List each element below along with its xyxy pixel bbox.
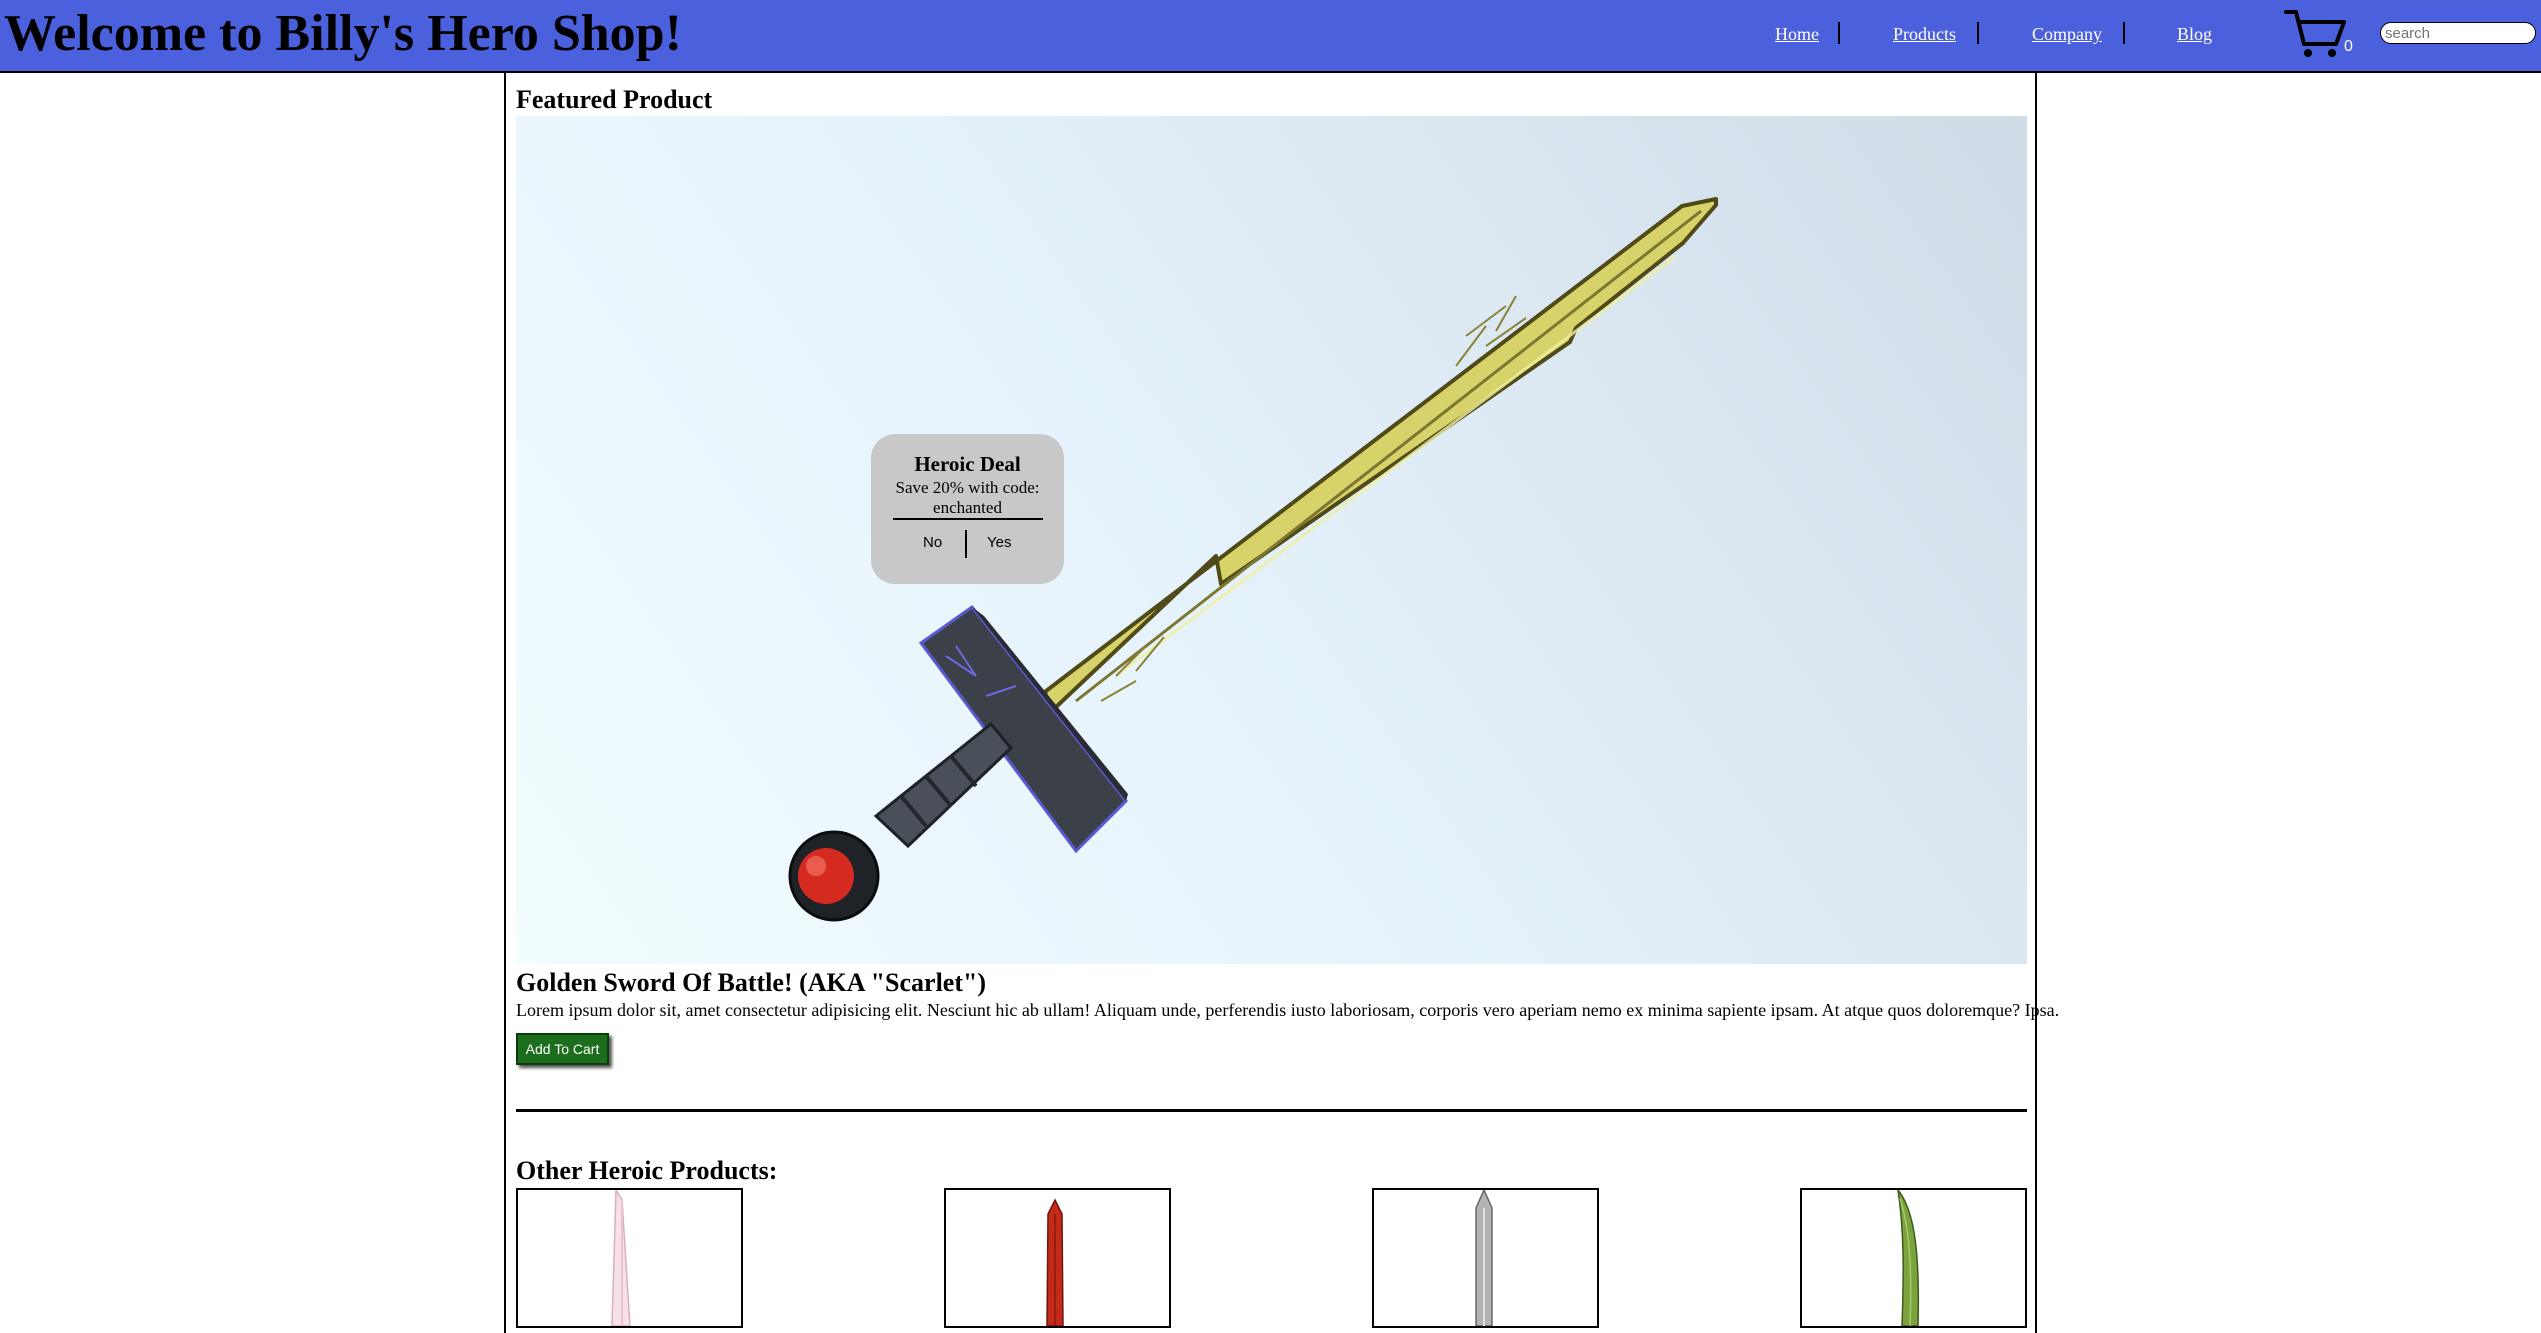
popup-yes-button[interactable]: Yes (987, 534, 1012, 551)
pink-sword-icon (611, 1190, 631, 1326)
popup-divider (893, 518, 1043, 520)
site-title: Welcome to Billy's Hero Shop! (4, 5, 682, 62)
other-products-heading: Other Heroic Products: (516, 1156, 778, 1185)
popup-message: Save 20% with code: enchanted (895, 478, 1040, 517)
nav-home-link[interactable]: Home (1775, 24, 1819, 44)
sword-grip (873, 721, 1014, 849)
top-bar: Welcome to Billy's Hero Shop! Home Produ… (0, 0, 2541, 73)
green-blade-icon (1897, 1190, 1920, 1326)
popup-button-separator (965, 530, 967, 558)
section-divider (516, 1109, 2027, 1112)
deal-popup: Heroic Deal Save 20% with code: enchante… (871, 434, 1064, 584)
sword-crossguard (918, 604, 1129, 854)
product-thumbnail-card[interactable] (1372, 1188, 1599, 1328)
sword-pommel (788, 830, 880, 922)
product-thumbnail-card[interactable] (944, 1188, 1171, 1328)
product-title: Golden Sword Of Battle! (AKA "Scarlet") (516, 968, 987, 997)
add-to-cart-button[interactable]: Add To Cart (516, 1033, 609, 1065)
nav-products-link[interactable]: Products (1893, 24, 1956, 44)
shopping-cart-icon[interactable] (2284, 8, 2348, 60)
sword-blade (1036, 197, 1718, 726)
product-thumbnail-card[interactable] (516, 1188, 743, 1328)
popup-title: Heroic Deal (914, 452, 1021, 476)
nav-separator (2123, 22, 2125, 44)
popup-no-button[interactable]: No (923, 534, 943, 551)
red-sword-icon (1046, 1198, 1064, 1326)
nav-separator (1838, 22, 1840, 44)
nav-blog-link[interactable]: Blog (2177, 24, 2213, 44)
nav-separator (1977, 22, 1979, 44)
product-thumbnail-card[interactable] (1800, 1188, 2027, 1328)
main-content-frame (504, 73, 2037, 1333)
search-input[interactable] (2380, 22, 2536, 44)
featured-heading: Featured Product (516, 85, 713, 114)
cart-count: 0 (2344, 38, 2353, 55)
nav-company-link[interactable]: Company (2032, 24, 2102, 44)
golden-sword-illustration (788, 197, 1718, 922)
featured-product-image (516, 116, 2027, 964)
product-description: Lorem ipsum dolor sit, amet consectetur … (516, 1000, 2060, 1020)
silver-sword-icon (1475, 1190, 1493, 1326)
